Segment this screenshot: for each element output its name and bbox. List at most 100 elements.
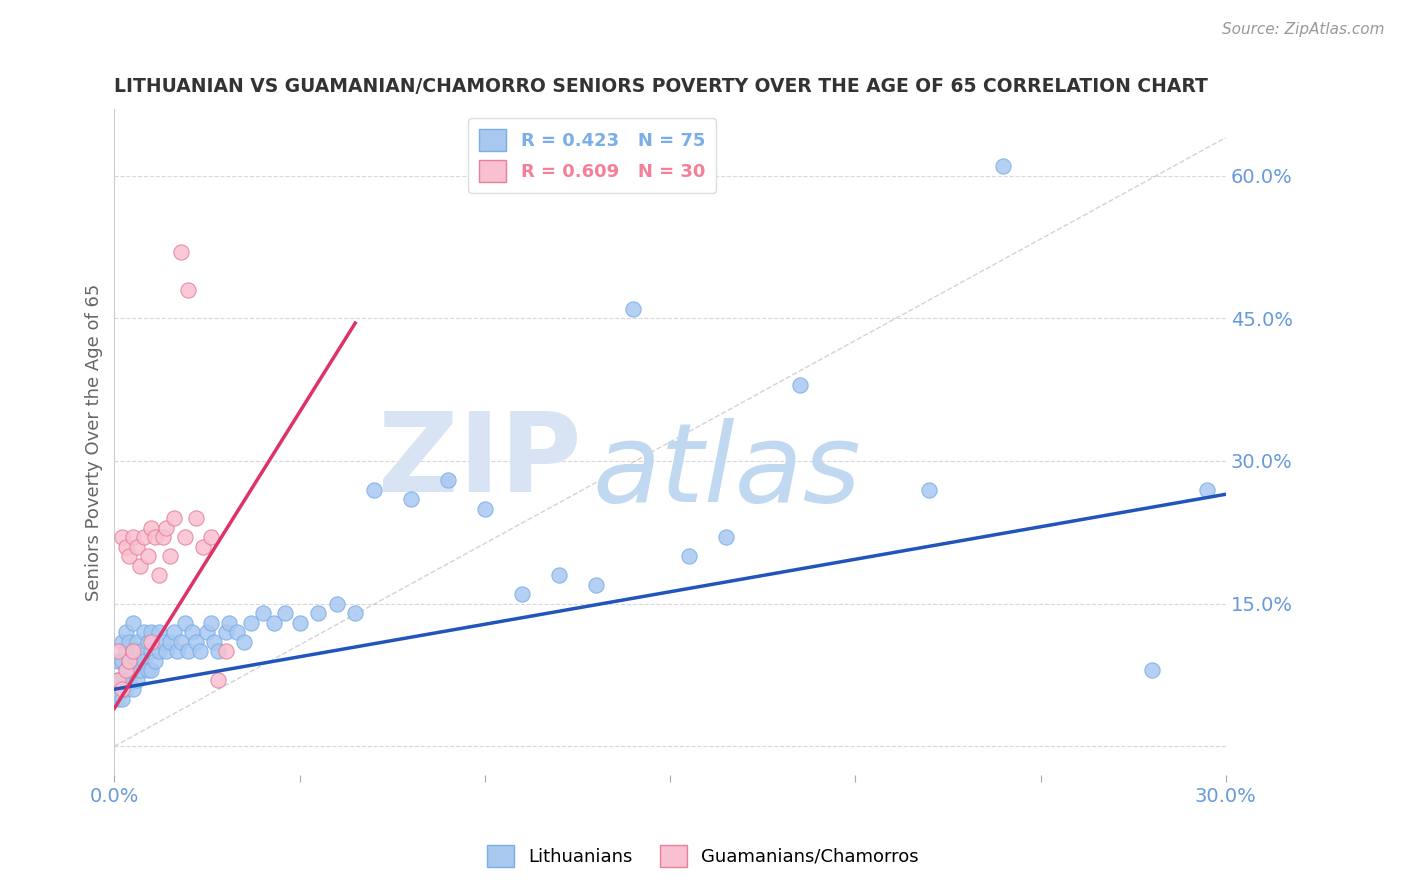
Point (148, 568, 170, 582)
Point (129, 644, 152, 658)
Point (207, 644, 229, 658)
Point (122, 682, 145, 697)
Point (111, 654, 134, 668)
Point (789, 378, 811, 392)
Point (114, 682, 136, 697)
Point (111, 682, 134, 697)
Point (163, 511, 186, 525)
Point (274, 606, 297, 620)
Point (188, 644, 211, 658)
Point (122, 663, 145, 677)
Point (152, 530, 174, 544)
Point (170, 634, 193, 648)
Point (288, 615, 311, 630)
Point (177, 644, 200, 658)
Point (122, 530, 145, 544)
Point (125, 540, 148, 554)
Point (548, 568, 571, 582)
Point (993, 159, 1015, 173)
Point (363, 483, 385, 497)
Point (125, 654, 148, 668)
Point (114, 540, 136, 554)
Point (114, 625, 136, 640)
Point (122, 615, 145, 630)
Point (200, 530, 222, 544)
Point (132, 625, 155, 640)
Text: ZIP: ZIP (378, 409, 581, 516)
Point (163, 625, 186, 640)
Point (129, 558, 152, 573)
Point (184, 511, 207, 525)
Y-axis label: Seniors Poverty Over the Age of 65: Seniors Poverty Over the Age of 65 (86, 284, 103, 600)
Point (173, 615, 195, 630)
Point (118, 654, 141, 668)
Point (125, 634, 148, 648)
Point (148, 644, 170, 658)
Point (155, 520, 177, 534)
Text: LITHUANIAN VS GUAMANIAN/CHAMORRO SENIORS POVERTY OVER THE AGE OF 65 CORRELATION : LITHUANIAN VS GUAMANIAN/CHAMORRO SENIORS… (114, 78, 1208, 96)
Point (1140, 663, 1163, 677)
Point (510, 587, 533, 601)
Point (204, 634, 226, 648)
Point (585, 577, 607, 591)
Legend: Lithuanians, Guamanians/Chamorros: Lithuanians, Guamanians/Chamorros (479, 838, 927, 874)
Point (141, 644, 163, 658)
Point (225, 625, 247, 640)
Point (918, 483, 941, 497)
Point (141, 634, 163, 648)
Point (111, 691, 134, 706)
Point (252, 606, 274, 620)
Point (714, 530, 737, 544)
Point (184, 634, 207, 648)
Point (166, 644, 188, 658)
Point (214, 644, 236, 658)
Point (107, 673, 129, 687)
Point (107, 654, 129, 668)
Point (132, 530, 155, 544)
Point (129, 663, 152, 677)
Point (218, 615, 240, 630)
Point (118, 673, 141, 687)
Point (111, 634, 134, 648)
Point (136, 663, 159, 677)
Point (159, 549, 181, 563)
Text: Source: ZipAtlas.com: Source: ZipAtlas.com (1222, 22, 1385, 37)
Point (111, 673, 134, 687)
Point (122, 644, 145, 658)
Point (136, 634, 159, 648)
Point (214, 625, 236, 640)
Point (344, 606, 367, 620)
Point (195, 625, 218, 640)
Point (159, 634, 181, 648)
Point (141, 520, 163, 534)
Point (107, 673, 129, 687)
Point (181, 625, 204, 640)
Point (114, 663, 136, 677)
Point (173, 530, 195, 544)
Point (148, 625, 170, 640)
Point (118, 654, 141, 668)
Point (177, 283, 200, 297)
Point (263, 615, 285, 630)
Point (107, 691, 129, 706)
Point (141, 663, 163, 677)
Text: atlas: atlas (592, 418, 860, 525)
Point (233, 634, 256, 648)
Point (436, 473, 458, 487)
Point (136, 549, 159, 563)
Point (143, 530, 166, 544)
Point (1197, 483, 1219, 497)
Point (170, 244, 193, 259)
Point (240, 615, 263, 630)
Point (399, 491, 422, 506)
Point (474, 501, 496, 516)
Point (118, 549, 141, 563)
Point (152, 634, 174, 648)
Point (114, 663, 136, 677)
Point (125, 673, 148, 687)
Point (193, 540, 215, 554)
Point (132, 654, 155, 668)
Point (122, 644, 145, 658)
Legend: R = 0.423   N = 75, R = 0.609   N = 30: R = 0.423 N = 75, R = 0.609 N = 30 (468, 118, 716, 193)
Point (155, 644, 177, 658)
